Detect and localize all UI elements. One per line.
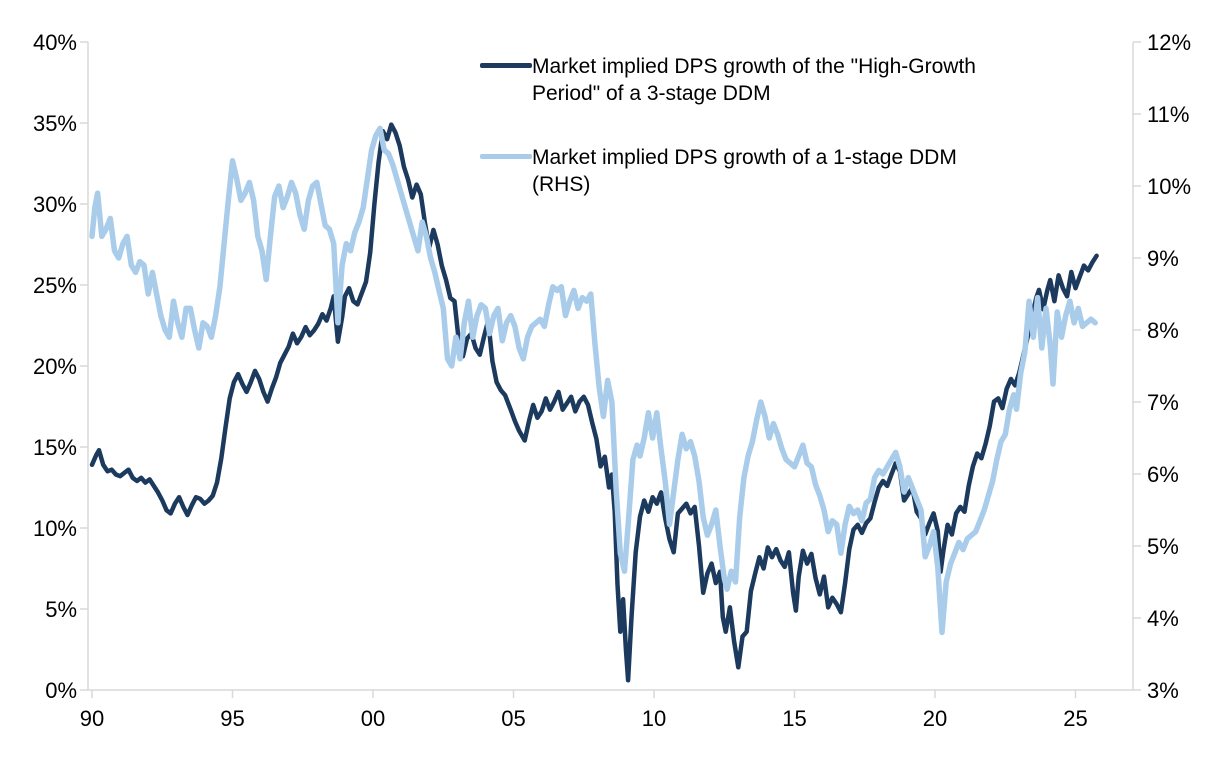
right-axis-tick-label: 12% [1147, 30, 1191, 55]
right-axis-tick-label: 10% [1147, 174, 1191, 199]
left-axis-tick-label: 0% [45, 678, 77, 703]
x-axis-tick-label: 20 [923, 706, 947, 731]
x-axis-tick-label: 95 [220, 706, 244, 731]
left-axis-tick-label: 15% [33, 435, 77, 460]
legend-label-1stage-line1: Market implied DPS growth of a 1-stage D… [532, 146, 957, 169]
legend-label-3stage-line1: Market implied DPS growth of the "High-G… [532, 55, 976, 78]
series-line-3stage-ddm [89, 122, 1099, 683]
right-axis-tick-label: 6% [1147, 462, 1179, 487]
left-axis-tick-label: 20% [33, 354, 77, 379]
right-axis-tick-label: 4% [1147, 606, 1179, 631]
right-axis-tick-label: 7% [1147, 390, 1179, 415]
right-axis-tick-label: 5% [1147, 534, 1179, 559]
x-axis-tick-label: 15 [782, 706, 806, 731]
legend-line-swatch-lightblue [480, 154, 532, 159]
right-axis-tick-label: 11% [1147, 102, 1189, 127]
legend-label-1stage-ddm: Market implied DPS growth of a 1-stage D… [532, 144, 957, 198]
left-axis-tick-label: 30% [33, 192, 77, 217]
legend-line-swatch-navy [480, 63, 532, 68]
left-axis-tick-label: 10% [33, 516, 77, 541]
left-axis-tick-label: 40% [33, 30, 77, 55]
x-axis-tick-label: 05 [501, 706, 525, 731]
legend-label-3stage-line2: Period" of a 3-stage DDM [532, 82, 771, 105]
left-axis-tick-label: 25% [33, 273, 77, 298]
legend-entry-1stage-ddm: Market implied DPS growth of a 1-stage D… [480, 144, 1060, 198]
series-line-1stage-ddm [89, 125, 1098, 636]
left-axis-tick-label: 35% [33, 111, 77, 136]
right-axis-tick-label: 8% [1147, 318, 1179, 343]
right-axis-tick-label: 9% [1147, 246, 1179, 271]
x-axis-tick-label: 10 [642, 706, 666, 731]
left-axis-tick-label: 5% [45, 597, 77, 622]
x-axis-tick-label: 25 [1063, 706, 1087, 731]
legend-label-1stage-line2: (RHS) [532, 173, 591, 196]
legend: Market implied DPS growth of the "High-G… [480, 53, 1060, 198]
right-axis-tick-label: 3% [1147, 678, 1179, 703]
x-axis-tick-label: 00 [361, 706, 385, 731]
legend-label-3stage-ddm: Market implied DPS growth of the "High-G… [532, 53, 976, 107]
legend-entry-3stage-ddm: Market implied DPS growth of the "High-G… [480, 53, 1060, 107]
x-axis-tick-label: 90 [80, 706, 104, 731]
